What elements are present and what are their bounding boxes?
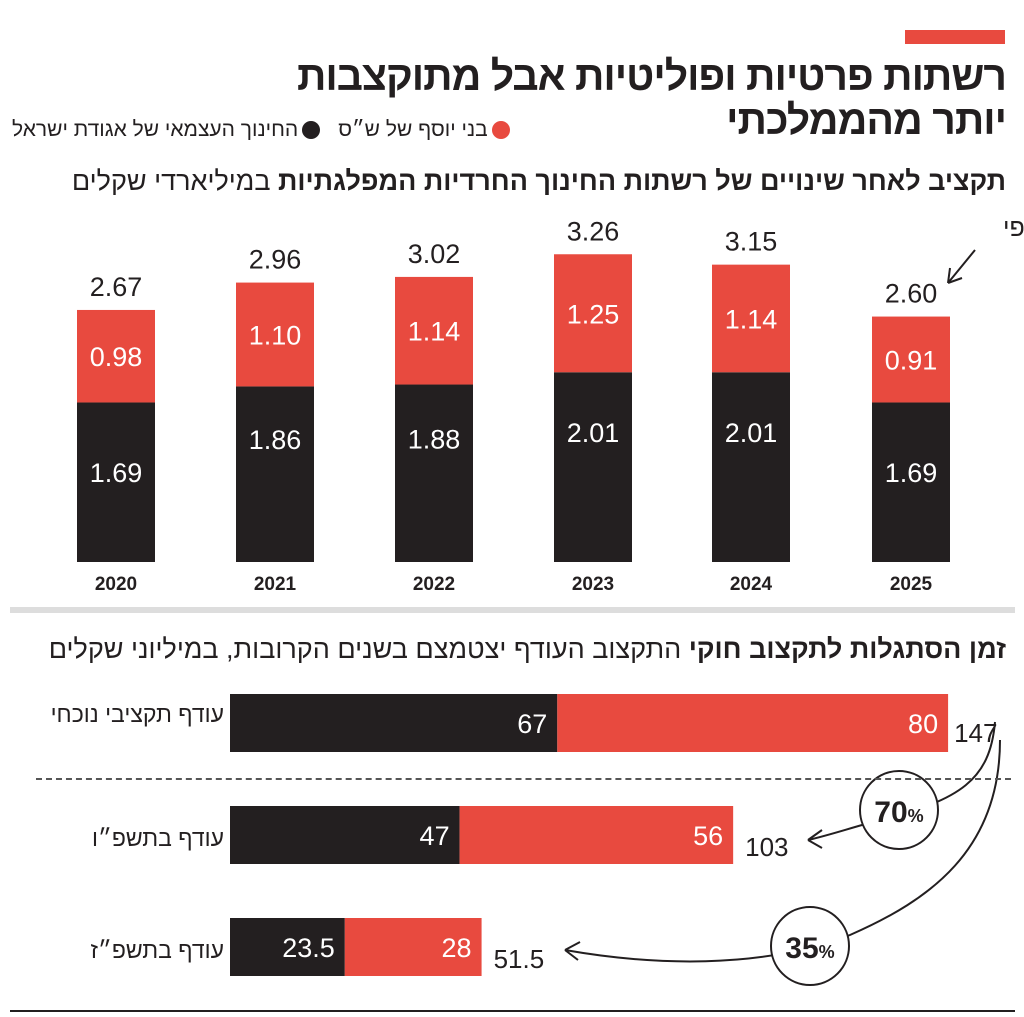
legend-item-black: החינוך העצמאי של אגודת ישראל [12, 118, 321, 142]
data-label-red: 56 [693, 821, 723, 851]
legend-label: החינוך העצמאי של אגודת ישראל [12, 118, 299, 141]
x-tick-label: 2021 [254, 574, 297, 595]
bar-segment-red [236, 282, 314, 387]
total-label: 2.96 [249, 245, 302, 275]
bar-segment-black [872, 402, 950, 562]
hbar-segment-red [459, 806, 734, 864]
x-tick-label: 2023 [572, 574, 614, 595]
hbar-segment-red [557, 694, 949, 752]
bar-segment-red [395, 276, 473, 385]
bar-segment-red [872, 316, 950, 403]
data-label-red: 0.98 [90, 342, 143, 372]
legend: בני יוסף של ש״ס החינוך העצמאי של אגודת י… [12, 118, 510, 142]
data-label-black: 1.86 [249, 425, 302, 455]
row-label: עודף תקציבי נוכחי [50, 701, 224, 727]
bar-segment-black [712, 372, 790, 562]
hbar-segment-black [230, 694, 558, 752]
data-label-black: 1.69 [885, 458, 938, 488]
percent-sign: % [908, 806, 924, 826]
chart2-title: זמן הסתגלות לתקצוב חוקי התקצוב העודף יצט… [49, 634, 1006, 665]
red-dot-icon [491, 121, 510, 140]
x-tick-label: 2024 [730, 574, 773, 595]
percent-sign: % [819, 942, 835, 962]
data-label-black: 2.01 [567, 418, 620, 448]
percent-label: 70% [874, 796, 923, 829]
total-label: 3.15 [725, 227, 778, 257]
arrow-icon [947, 249, 976, 284]
chart2-title-unit: התקצוב העודף יצטמצם בשנים הקרובות, במילי… [48, 634, 682, 664]
data-label-red: 1.14 [725, 304, 778, 334]
data-label-red: 1.10 [249, 320, 302, 350]
data-label-red: 0.91 [885, 346, 938, 376]
data-label-red: 1.14 [408, 317, 461, 347]
chart1-title-bold: תקציב לאחר שינויים של רשתות החינוך החרדי… [278, 166, 1006, 196]
data-label-black: 47 [420, 821, 450, 851]
chart1-title-unit: במיליארדי שקלים [71, 166, 271, 196]
row-label: עודף בתשפ״ו [92, 825, 224, 851]
hbar-segment-black [230, 806, 460, 864]
x-tick-label: 2020 [95, 574, 137, 595]
bar-segment-black [395, 384, 473, 562]
arrowhead-icon [564, 941, 581, 961]
bar-segment-red [712, 264, 790, 373]
row-label: עודף בתשפ״ז [90, 937, 224, 963]
bar-segment-black [554, 372, 632, 562]
bottom-rule [10, 1010, 1015, 1012]
page-title: רשתות פרטיות ופוליטיות אבל מתוקצבות יותר… [296, 53, 1007, 143]
legend-label: בני יוסף של ש״ס [338, 118, 488, 141]
data-label-black: 23.5 [282, 933, 335, 963]
black-dot-icon [302, 121, 321, 140]
percent-circle [859, 770, 939, 850]
total-label: 103 [745, 832, 788, 862]
total-label: 147 [954, 718, 997, 748]
annotation-not-final: לא סופי [1003, 214, 1024, 242]
bar-segment-red [77, 309, 155, 403]
dashed-divider [36, 778, 1011, 780]
data-label-black: 67 [517, 709, 547, 739]
data-label-black: 2.01 [725, 418, 778, 448]
data-label-red: 28 [442, 933, 472, 963]
data-label-black: 1.69 [90, 458, 143, 488]
legend-item-red: בני יוסף של ש״ס [338, 118, 510, 142]
chart2-title-bold: זמן הסתגלות לתקצוב חוקי [688, 634, 1006, 664]
hbar-segment-red [344, 918, 482, 976]
data-label-black: 1.88 [408, 424, 461, 454]
data-label-red: 80 [908, 709, 938, 739]
curved-arrow [564, 739, 1001, 963]
x-tick-label: 2022 [413, 574, 455, 595]
total-label: 2.60 [885, 279, 938, 309]
chart1-title: תקציב לאחר שינויים של רשתות החינוך החרדי… [72, 166, 1006, 197]
red-accent-bar [905, 30, 1005, 44]
divider [10, 607, 1015, 613]
total-label: 51.5 [494, 944, 545, 974]
total-label: 3.02 [408, 239, 461, 269]
hbar-segment-black [230, 918, 345, 976]
bar-segment-red [554, 254, 632, 373]
total-label: 2.67 [90, 272, 143, 302]
bar-segment-black [77, 402, 155, 562]
arrowhead-icon [807, 829, 823, 849]
data-label-red: 1.25 [567, 299, 620, 329]
total-label: 3.26 [567, 216, 620, 246]
bar-segment-black [236, 386, 314, 562]
percent-circle [770, 906, 850, 986]
x-tick-label: 2025 [890, 574, 933, 595]
